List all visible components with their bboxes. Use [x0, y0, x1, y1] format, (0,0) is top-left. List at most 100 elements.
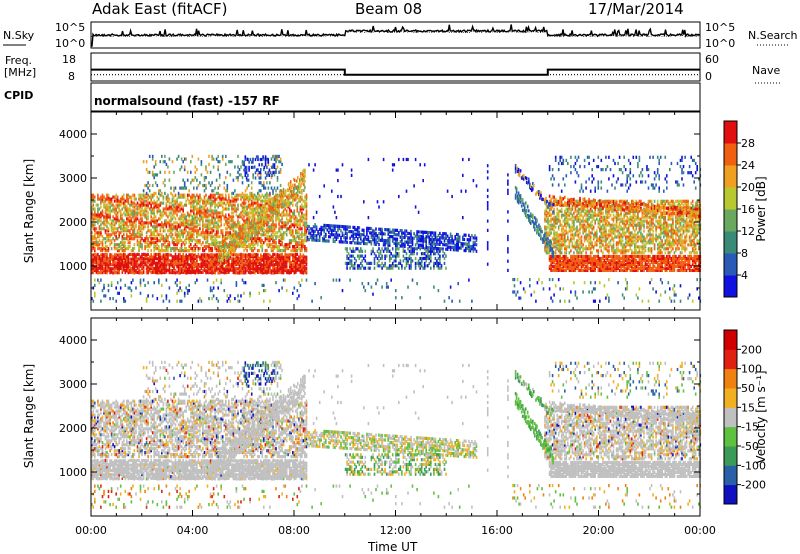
power-cell	[112, 209, 114, 213]
power-cell	[265, 219, 268, 223]
power-cell	[150, 195, 152, 199]
power-cell	[145, 261, 148, 265]
power-cell	[100, 241, 102, 245]
power-cell	[291, 191, 293, 195]
power-cell	[220, 217, 222, 221]
power-cell	[98, 215, 101, 219]
power-cell	[296, 267, 299, 271]
power-cell	[276, 257, 279, 261]
power-cell	[176, 235, 178, 239]
power-cell	[296, 231, 299, 235]
power-cell	[112, 297, 114, 301]
power-cell	[91, 255, 93, 259]
power-cell	[109, 255, 111, 259]
power-cell	[209, 203, 212, 207]
power-cell	[123, 225, 125, 229]
power-cell	[212, 217, 215, 221]
power-cell	[135, 197, 137, 201]
power-cell	[261, 245, 264, 249]
power-cell	[162, 249, 165, 253]
power-cell	[253, 261, 256, 265]
power-cell	[132, 225, 134, 229]
power-cell	[372, 247, 374, 251]
power-cell	[255, 263, 257, 267]
power-cell	[136, 231, 139, 235]
power-cell	[97, 215, 99, 219]
power-cell	[138, 247, 140, 251]
power-cell	[257, 218, 260, 222]
power-cell	[194, 265, 197, 269]
power-cell	[177, 231, 180, 235]
power-cell	[246, 253, 248, 257]
power-cell	[127, 235, 130, 239]
power-cell	[156, 265, 159, 269]
power-cell	[205, 245, 207, 249]
power-cell	[109, 199, 111, 203]
power-cell	[296, 243, 299, 247]
power-cell	[290, 239, 292, 243]
power-cell	[272, 219, 274, 223]
power-cell	[132, 270, 134, 275]
power-cell	[262, 215, 265, 219]
power-cell	[254, 231, 256, 235]
power-cell	[255, 205, 257, 209]
power-cell	[133, 229, 136, 233]
power-cell	[209, 289, 212, 293]
power-cell	[248, 229, 250, 233]
power-cell	[156, 243, 159, 247]
power-cell	[179, 261, 181, 265]
power-cell	[101, 213, 104, 217]
power-cell	[299, 209, 302, 213]
power-cell	[356, 264, 359, 268]
power-cell	[252, 176, 254, 180]
power-cell	[159, 203, 162, 207]
power-cell	[211, 247, 213, 251]
power-cell	[287, 193, 289, 197]
power-cell	[404, 229, 406, 233]
power-cell	[127, 257, 130, 261]
power-cell	[150, 215, 152, 219]
power-cell	[245, 232, 247, 236]
power-cell	[232, 219, 235, 223]
power-cell	[112, 271, 114, 275]
power-cell	[185, 247, 187, 251]
power-cell	[237, 271, 239, 275]
power-cell	[241, 265, 244, 269]
power-cell	[268, 199, 271, 203]
power-cell	[344, 225, 347, 229]
power-cell	[382, 243, 385, 247]
power-cell	[252, 209, 254, 213]
power-cell	[185, 265, 187, 269]
power-cell	[188, 270, 190, 274]
power-cell	[144, 209, 146, 213]
power-cell	[165, 221, 168, 225]
power-cell	[180, 193, 183, 197]
power-cell	[243, 209, 245, 213]
power-cell	[258, 249, 261, 253]
power-cell	[100, 227, 102, 231]
power-cell	[103, 283, 105, 287]
power-cell	[337, 233, 339, 237]
power-cell	[261, 249, 264, 253]
power-cell	[193, 245, 195, 249]
power-cell	[364, 235, 367, 239]
power-cell	[292, 291, 294, 295]
power-cell	[154, 245, 157, 249]
power-cell	[130, 235, 133, 239]
power-cell	[272, 154, 274, 158]
power-cell	[296, 297, 299, 301]
power-cell	[305, 255, 308, 259]
power-cell	[260, 253, 262, 257]
power-cell	[113, 223, 116, 227]
power-cell	[410, 232, 412, 236]
power-cell	[115, 299, 117, 303]
power-cell	[150, 197, 152, 201]
power-cell	[205, 235, 207, 239]
power-cell	[190, 263, 192, 267]
power-cell	[344, 227, 347, 231]
power-cell	[116, 229, 119, 233]
power-cell	[103, 294, 105, 298]
power-cell	[179, 235, 181, 239]
power-cell	[214, 253, 216, 257]
power-cell	[211, 215, 213, 219]
